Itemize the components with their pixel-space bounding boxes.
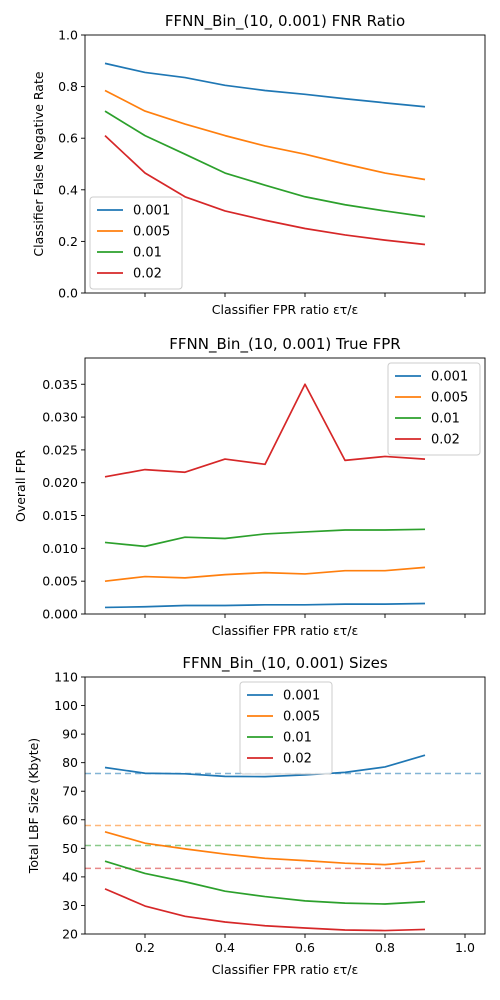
y-axis-label: Classifier False Negative Rate bbox=[31, 71, 46, 256]
axes-frame bbox=[84, 34, 486, 294]
legend-label: 0.001 bbox=[431, 370, 468, 385]
legend-label: 0.01 bbox=[283, 731, 312, 746]
series-line-0.001 bbox=[104, 62, 426, 108]
chart-panel-1: FFNN_Bin_(10, 0.001) FNR Ratio 0.0 0.2 0.4 0… bbox=[31, 12, 486, 317]
y-tick-label: 1.0 bbox=[58, 28, 78, 43]
y-tick-label: 0.020 bbox=[42, 475, 78, 490]
legend-label: 0.01 bbox=[133, 246, 162, 261]
legend-box bbox=[387, 362, 481, 456]
chart-panel-2: FFNN_Bin_(10, 0.001) True FPR0.0000.0050… bbox=[13, 335, 486, 638]
x-axis-label: Classifier FPR ratio ετ/ε bbox=[212, 302, 358, 317]
series-line-0.01 bbox=[104, 528, 426, 548]
y-tick-label: 40 bbox=[62, 869, 78, 884]
legend-label: 0.005 bbox=[133, 225, 170, 240]
x-tick-label: 0.6 bbox=[295, 940, 315, 955]
chart-title: FFNN_Bin_(10, 0.001) True FPR bbox=[169, 335, 400, 354]
series-line-0.02 bbox=[104, 134, 426, 246]
legend: 0.001 0.005 0.01 0.02 bbox=[239, 681, 333, 775]
y-tick-label: 0.015 bbox=[42, 508, 78, 523]
axes-frame bbox=[84, 357, 486, 615]
y-axis-label: Overall FPR bbox=[13, 450, 28, 522]
y-tick-label: 0.010 bbox=[42, 541, 78, 556]
y-tick-label: 0.035 bbox=[42, 377, 78, 392]
legend-label: 0.001 bbox=[283, 689, 320, 704]
series-line-0.001 bbox=[104, 602, 426, 609]
y-tick-label: 0.8 bbox=[58, 79, 78, 94]
y-tick-label: 20 bbox=[62, 927, 78, 942]
chart-title: FFNN_Bin_(10, 0.001) FNR Ratio bbox=[165, 12, 405, 31]
series-line-0.001 bbox=[104, 754, 426, 778]
x-tick-label: 0.4 bbox=[215, 940, 235, 955]
y-tick-label: 0.0 bbox=[58, 286, 78, 301]
y-tick-label: 0.6 bbox=[58, 131, 78, 146]
legend-label: 0.001 bbox=[133, 204, 170, 219]
x-tick-label: 1.0 bbox=[455, 940, 475, 955]
axes-frame bbox=[84, 676, 486, 935]
legend-label: 0.02 bbox=[283, 752, 312, 767]
legend-box bbox=[89, 196, 183, 290]
series-line-0.005 bbox=[104, 89, 426, 181]
y-tick-label: 110 bbox=[54, 670, 78, 685]
y-tick-label: 100 bbox=[54, 698, 78, 713]
series-line-0.005 bbox=[104, 566, 426, 583]
legend: 0.001 0.005 0.01 0.02 bbox=[387, 362, 481, 456]
series-line-0.01 bbox=[104, 110, 426, 218]
legend-box bbox=[239, 681, 333, 775]
y-tick-label: 70 bbox=[62, 784, 78, 799]
x-axis-label: Classifier FPR ratio ετ/ε bbox=[212, 623, 358, 638]
y-tick-label: 0.000 bbox=[42, 607, 78, 622]
y-tick-label: 0.025 bbox=[42, 442, 78, 457]
y-tick-label: 50 bbox=[62, 841, 78, 856]
legend: 0.001 0.005 0.01 0.02 bbox=[89, 196, 183, 290]
y-tick-label: 90 bbox=[62, 727, 78, 742]
series-line-0.02 bbox=[104, 888, 426, 932]
x-axis-label: Classifier FPR ratio ετ/ε bbox=[212, 962, 358, 977]
series-line-0.01 bbox=[104, 860, 426, 905]
y-axis-label: Total LBF Size (Kbyte) bbox=[26, 738, 41, 874]
legend-label: 0.01 bbox=[431, 412, 460, 427]
legend-label: 0.02 bbox=[133, 267, 162, 282]
y-tick-label: 0.005 bbox=[42, 574, 78, 589]
legend-label: 0.02 bbox=[431, 433, 460, 448]
legend-label: 0.005 bbox=[431, 391, 468, 406]
chart-title: FFNN_Bin_(10, 0.001) Sizes bbox=[182, 654, 387, 673]
y-tick-label: 0.030 bbox=[42, 410, 78, 425]
x-tick-label: 0.2 bbox=[135, 940, 155, 955]
y-tick-label: 0.4 bbox=[58, 182, 78, 197]
y-tick-label: 80 bbox=[62, 755, 78, 770]
series-line-0.005 bbox=[104, 830, 426, 866]
y-tick-label: 0.2 bbox=[58, 234, 78, 249]
chart-panel-3: FFNN_Bin_(10, 0.001) Sizes 20 30 40 50 60 70 80… bbox=[26, 654, 486, 977]
x-tick-label: 0.8 bbox=[375, 940, 395, 955]
y-tick-label: 60 bbox=[62, 812, 78, 827]
y-tick-label: 30 bbox=[62, 898, 78, 913]
legend-label: 0.005 bbox=[283, 710, 320, 725]
series-line-0.02 bbox=[104, 383, 426, 478]
